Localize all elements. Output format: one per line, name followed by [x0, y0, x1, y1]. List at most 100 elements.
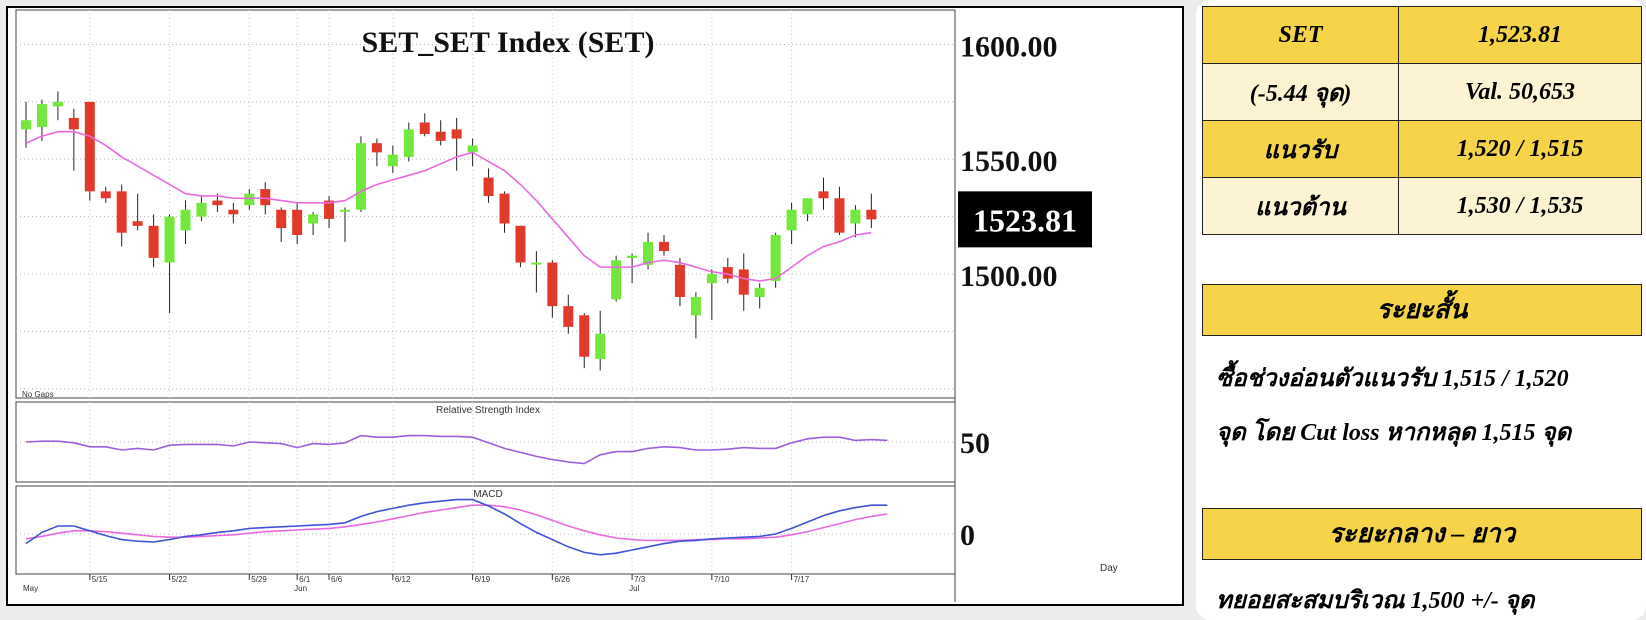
price-tick-label: 1500.00 [960, 260, 1058, 293]
candle-body [371, 143, 382, 153]
date-tick-label: 6/12 [395, 575, 411, 584]
price-panel [15, 9, 956, 399]
candle-body [132, 221, 143, 226]
summary-row: (-5.44 จุด) Val. 50,653 [1201, 63, 1642, 121]
resistance-label: แนวต้าน [1201, 177, 1400, 235]
candle-body [212, 200, 223, 206]
date-tick-label: 6/26 [554, 575, 570, 584]
macd-tick-label: 0 [960, 519, 975, 552]
moving-average-line [25, 130, 872, 282]
mid-long-term-heading: ระยะกลาง – ยาว [1202, 508, 1642, 560]
candle-body [531, 262, 542, 265]
candle-body [228, 209, 239, 215]
support-label: แนวรับ [1201, 120, 1400, 178]
macd-line [25, 498, 888, 556]
candle-body [276, 209, 287, 229]
candle-body [324, 200, 335, 219]
date-tick-label: 5/15 [92, 575, 108, 584]
resistance-value: 1,530 / 1,535 [1398, 177, 1642, 235]
candle-body [690, 296, 701, 316]
candle-body [611, 260, 622, 300]
chart-title: SET_SET Index (SET) [362, 26, 655, 59]
candle-body [196, 202, 207, 217]
set-index-chart: SET_SET Index (SET) 1600.00 1550.00 1500.00… [15, 9, 1118, 602]
short-term-line-2: จุด โดย Cut loss หากหลุด 1,515 จุด [1216, 420, 1572, 446]
candle-body [308, 214, 319, 224]
candle-body [722, 267, 733, 279]
candle-body [643, 241, 654, 265]
candle-body [419, 122, 430, 134]
candle-body [260, 189, 271, 206]
date-tick-label: 6/1 [299, 575, 311, 584]
summary-row: แนวรับ 1,520 / 1,515 [1201, 120, 1642, 178]
candle-body [499, 193, 510, 224]
x-axis-label: Day [1100, 563, 1118, 574]
macd-signal-line [25, 504, 888, 542]
candle-body [451, 129, 462, 139]
date-tick-label: 6/6 [331, 575, 343, 584]
trade-value: Val. 50,653 [1398, 63, 1642, 121]
rsi-line [25, 434, 888, 465]
support-value: 1,520 / 1,515 [1398, 120, 1642, 178]
short-term-line-1: ซื้อช่วงอ่อนตัวแนวรับ 1,515 / 1,520 [1216, 366, 1569, 392]
candle-body [84, 101, 95, 192]
candle-body [786, 209, 797, 231]
date-tick-label: 5/29 [251, 575, 267, 584]
candle-body [850, 209, 861, 224]
candle-body [802, 198, 813, 215]
candle-body [21, 120, 31, 130]
candle-body [579, 315, 590, 357]
short-term-heading: ระยะสั้น [1202, 284, 1642, 336]
no-gaps-note: No Gaps [22, 390, 54, 399]
candle-body [340, 209, 350, 212]
index-name: SET [1201, 6, 1400, 64]
date-tick-label: 5/22 [172, 575, 188, 584]
date-tick-label: 7/3 [634, 575, 646, 584]
index-value: 1,523.81 [1398, 6, 1642, 64]
candle-body [292, 209, 303, 235]
date-tick-label: 7/17 [794, 575, 810, 584]
summary-row: แนวต้าน 1,530 / 1,535 [1201, 177, 1642, 235]
candle-body [659, 241, 669, 252]
candle-body [595, 333, 606, 359]
candle-body [547, 262, 558, 307]
month-label: May [23, 584, 38, 593]
date-tick-label: 7/10 [714, 575, 730, 584]
candle-body [866, 209, 877, 220]
candle-body [36, 104, 47, 128]
candle-body [467, 145, 478, 153]
candle-body [627, 255, 638, 258]
last-price-box [958, 191, 1092, 248]
price-tick-label: 1600.00 [960, 30, 1058, 63]
macd-title: MACD [473, 489, 502, 500]
candle-body [52, 101, 63, 107]
mid-long-term-line-1: ทยอยสะสมบริเวณ 1,500 +/- จุด [1216, 588, 1535, 614]
candle-body [706, 274, 717, 284]
candle-body [770, 234, 781, 281]
month-label: Jul [629, 584, 639, 593]
candle-body [818, 191, 829, 199]
date-tick-label: 6/19 [475, 575, 491, 584]
candle-body [355, 143, 366, 210]
candle-body [68, 117, 79, 130]
index-change: (-5.44 จุด) [1201, 63, 1400, 121]
candle-body [387, 154, 398, 167]
summary-table: SET 1,523.81 (-5.44 จุด) Val. 50,653 แนว… [1201, 6, 1642, 235]
candle-body [116, 191, 127, 233]
price-tick-label: 1550.00 [960, 145, 1058, 178]
candle-body [483, 177, 494, 196]
candle-body [738, 269, 749, 295]
rsi-title: Relative Strength Index [436, 405, 540, 416]
candle-body [180, 209, 191, 231]
candle-body [563, 306, 574, 327]
candle-body [148, 225, 159, 258]
candle-body [100, 191, 111, 199]
candle-body [403, 129, 414, 157]
summary-row: SET 1,523.81 [1201, 6, 1642, 64]
analysis-panel: SET 1,523.81 (-5.44 จุด) Val. 50,653 แนว… [1196, 0, 1646, 620]
candle-body [834, 198, 845, 233]
candle-body [674, 264, 685, 297]
chart-panel: SET_SET Index (SET) 1600.00 1550.00 1500.00… [6, 6, 1184, 606]
last-price-label: 1523.81 [973, 202, 1077, 238]
candle-body [164, 216, 175, 263]
